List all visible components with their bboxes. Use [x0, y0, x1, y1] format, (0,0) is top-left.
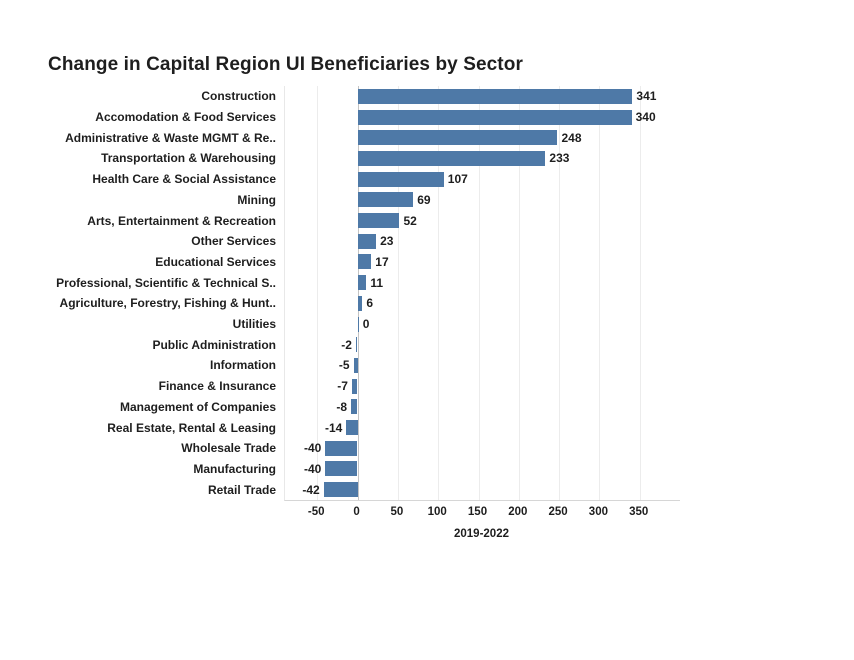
- bar-value-label: -8: [336, 399, 348, 414]
- bar-value-label: -40: [303, 441, 322, 456]
- x-tick-label: 300: [588, 506, 608, 518]
- bar-value-label: -42: [302, 482, 320, 497]
- bar[interactable]: [323, 482, 358, 498]
- bar-value-label: 0: [362, 317, 370, 332]
- bar-value-label: 107: [447, 172, 468, 187]
- bar[interactable]: [357, 233, 377, 249]
- bar[interactable]: [357, 109, 632, 125]
- category-label: Mining: [237, 192, 276, 207]
- category-label: Manufacturing: [193, 461, 276, 476]
- bar[interactable]: [325, 440, 358, 456]
- category-label: Arts, Entertainment & Recreation: [87, 213, 276, 228]
- bar-value-label: -5: [338, 358, 350, 373]
- x-gridline: [397, 86, 399, 500]
- bar-value-label: 17: [375, 254, 389, 269]
- category-label: Administrative & Waste MGMT & Re..: [65, 130, 276, 145]
- x-tick-label: 250: [548, 506, 568, 518]
- category-label: Information: [210, 358, 276, 373]
- x-gridline: [317, 86, 319, 500]
- bar-value-label: 23: [380, 234, 394, 249]
- bar-value-label: 341: [636, 89, 657, 104]
- x-gridline: [559, 86, 561, 500]
- x-axis-ticks: -50 0 50 100 150 200 250 300 350: [284, 506, 679, 522]
- bar[interactable]: [357, 192, 414, 208]
- bar-value-label: -7: [337, 379, 348, 394]
- bar-value-label: 52: [403, 213, 417, 228]
- bar[interactable]: [357, 213, 400, 228]
- category-label: Finance & Insurance: [158, 379, 276, 394]
- bar[interactable]: [357, 130, 558, 146]
- x-tick-label: 350: [629, 506, 649, 518]
- x-gridline: [478, 86, 480, 500]
- bar[interactable]: [357, 254, 372, 270]
- category-label: Other Services: [191, 234, 276, 249]
- category-label: Transportation & Warehousing: [101, 151, 276, 166]
- bar[interactable]: [346, 420, 358, 436]
- category-label: Management of Companies: [119, 399, 276, 414]
- bar[interactable]: [351, 399, 358, 415]
- zero-gridline: [357, 86, 359, 500]
- category-label: Agriculture, Forestry, Fishing & Hunt..: [59, 296, 276, 311]
- x-gridline: [438, 86, 440, 500]
- x-gridline: [599, 86, 601, 500]
- category-label: Public Administration: [152, 337, 276, 352]
- x-tick-label: -50: [307, 506, 325, 518]
- bar[interactable]: [357, 295, 363, 311]
- category-label: Professional, Scientific & Technical S..: [56, 275, 276, 290]
- bar-value-label: 6: [366, 296, 374, 311]
- category-label: Construction: [201, 89, 276, 104]
- x-axis-title: 2019-2022: [454, 528, 509, 540]
- category-label: Wholesale Trade: [181, 441, 276, 456]
- bar[interactable]: [357, 150, 546, 166]
- x-tick-label: 100: [427, 506, 447, 518]
- bar[interactable]: [357, 316, 359, 332]
- x-tick-label: 50: [390, 506, 404, 518]
- x-gridline: [518, 86, 520, 500]
- bar-value-label: -40: [303, 461, 322, 476]
- bar-value-label: 69: [417, 192, 431, 207]
- bar[interactable]: [325, 461, 358, 477]
- bar-value-label: 11: [370, 275, 384, 290]
- bar[interactable]: [353, 357, 358, 373]
- bar[interactable]: [355, 337, 358, 353]
- bar-value-label: -14: [324, 420, 343, 435]
- category-label: Retail Trade: [207, 482, 276, 497]
- x-tick-label: 200: [508, 506, 528, 518]
- bar[interactable]: [357, 88, 633, 104]
- category-axis: Construction Accomodation & Food Services…: [0, 86, 280, 500]
- x-tick-label: 0: [353, 506, 360, 518]
- bar-value-label: 340: [635, 110, 656, 125]
- bar-value-label: 248: [561, 130, 582, 145]
- category-label: Real Estate, Rental & Leasing: [107, 420, 276, 435]
- x-gridline: [639, 86, 641, 500]
- category-label: Utilities: [232, 317, 276, 332]
- bar[interactable]: [357, 275, 367, 291]
- category-label: Health Care & Social Assistance: [92, 172, 276, 187]
- bar[interactable]: [357, 171, 444, 187]
- bar-value-label: -2: [341, 337, 352, 352]
- plot-area: 341 340 248 233 107 69 52 23 17 11 6 0 -2 -5 -7 -8 -14 -4…: [284, 86, 680, 501]
- bar[interactable]: [351, 378, 358, 394]
- bar-value-label: 233: [549, 151, 570, 166]
- category-label: Accomodation & Food Services: [95, 110, 276, 125]
- category-label: Educational Services: [155, 254, 276, 269]
- x-tick-label: 150: [467, 506, 488, 518]
- chart-title: Change in Capital Region UI Beneficiarie…: [48, 54, 523, 75]
